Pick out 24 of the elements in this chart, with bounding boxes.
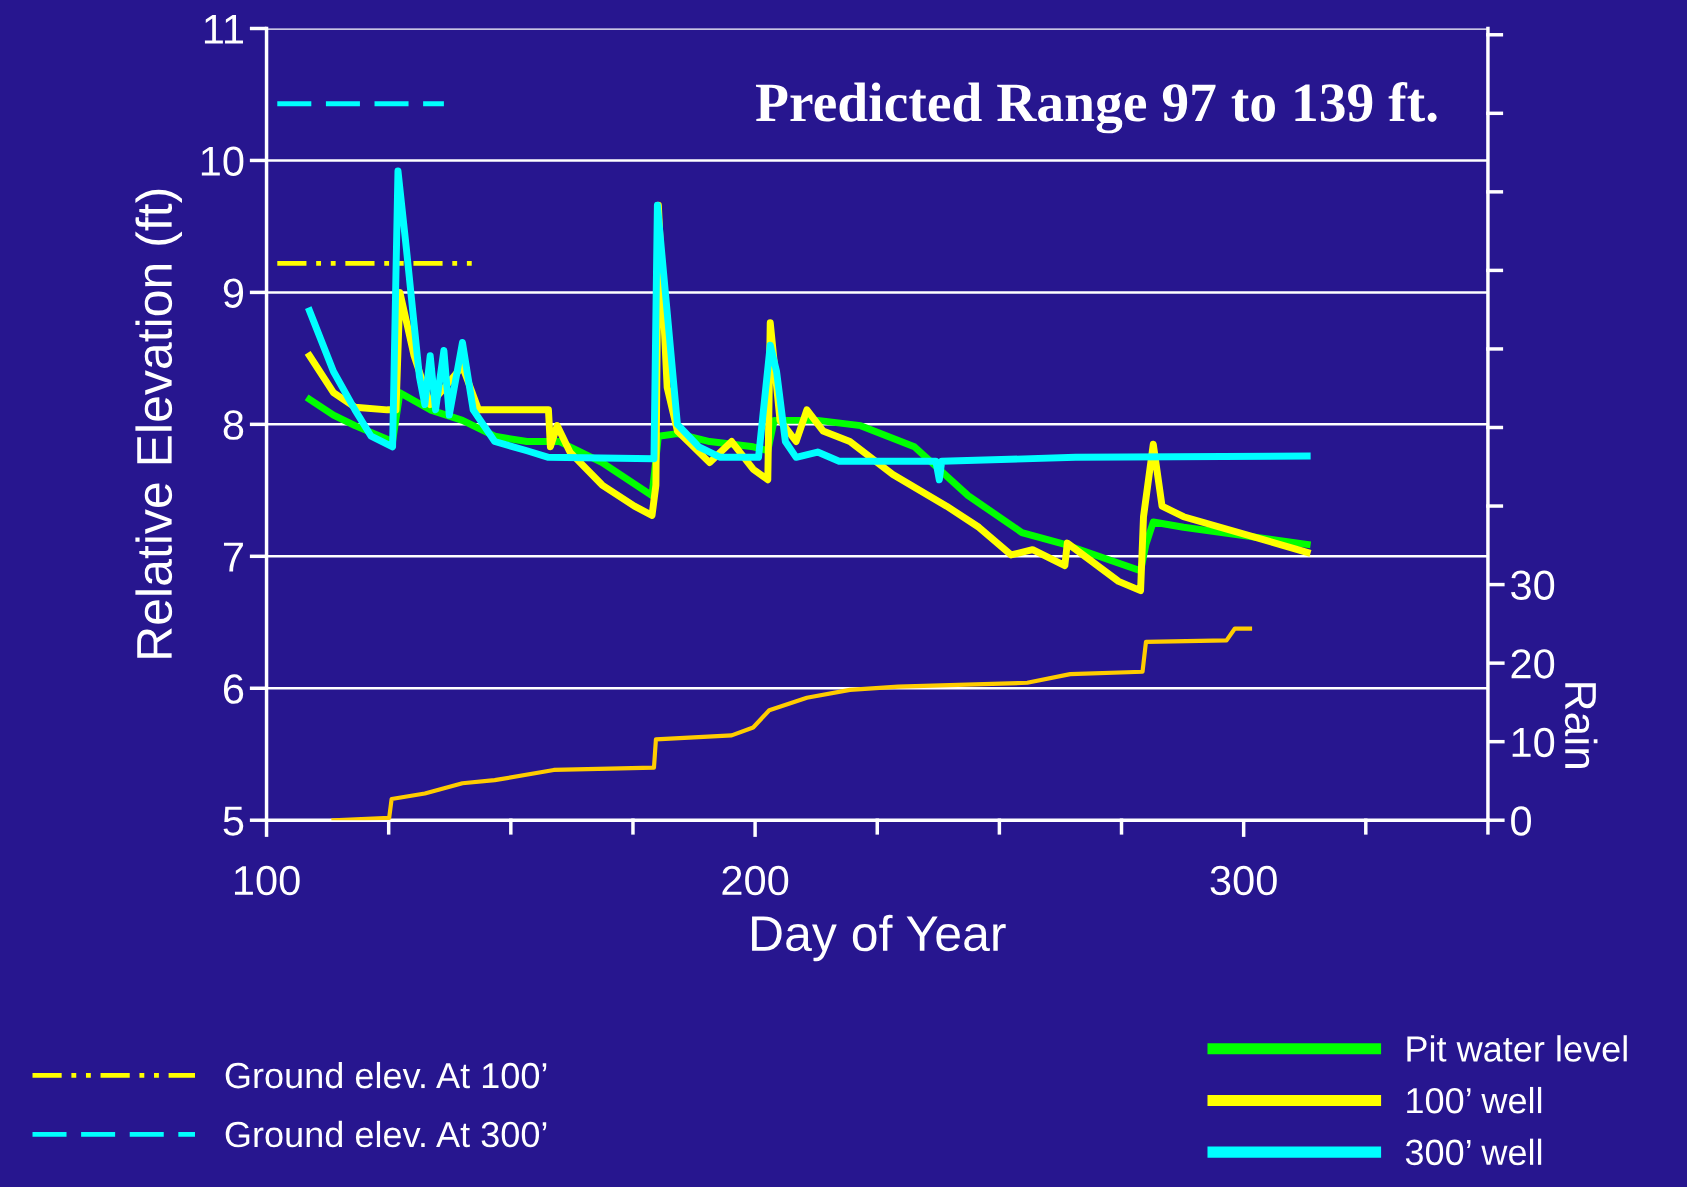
y-axis-title: Relative Elevation (ft) (135, 189, 182, 658)
y-tick-label: 5 (223, 806, 244, 836)
y-tick-label: 7 (223, 542, 243, 572)
legend-label: 300’ well (1405, 1138, 1542, 1166)
line-series (331, 626, 1253, 821)
x-tick-label: 200 (722, 865, 789, 896)
y2-tick-label: 30 (1511, 570, 1555, 601)
x-axis-title: Day of Year (752, 914, 1006, 962)
x-tick-label: 300 (1210, 865, 1277, 896)
legend-label: Pit water level (1407, 1035, 1627, 1062)
y2-axis-title: Rain (1564, 683, 1598, 769)
annotation: Predicted Range 97 to 139 ft. (755, 81, 1437, 134)
y2-tick-label: 10 (1512, 727, 1555, 758)
y-tick-label: 6 (223, 674, 244, 704)
legend-label: Ground elev. At 300’ (225, 1120, 547, 1148)
y-tick-label: 10 (201, 146, 244, 176)
y-tick-label: 9 (223, 278, 244, 308)
y-tick-label: 11 (204, 14, 243, 44)
y-tick-label: 8 (223, 410, 244, 440)
legend-label: Ground elev. At 100’ (225, 1061, 547, 1089)
y2-tick-label: 0 (1511, 806, 1531, 836)
y2-tick-label: 20 (1511, 649, 1555, 679)
x-tick-label: 100 (234, 865, 300, 896)
legend-label: 100’ well (1407, 1086, 1542, 1114)
